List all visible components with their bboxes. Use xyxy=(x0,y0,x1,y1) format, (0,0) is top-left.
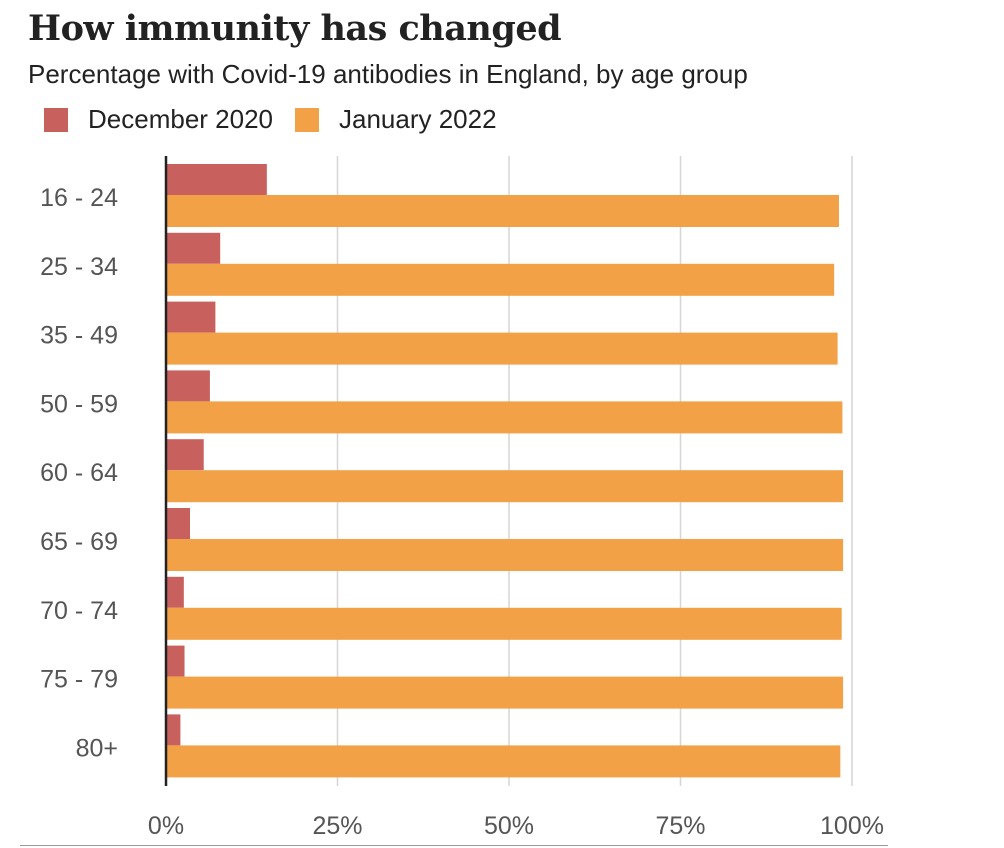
y-tick-label: 16 - 24 xyxy=(40,184,118,212)
bar-january-2022-1 xyxy=(166,263,835,296)
bar-january-2022-3 xyxy=(166,401,843,434)
bar-january-2022-8 xyxy=(166,745,841,778)
bar-january-2022-7 xyxy=(166,676,844,709)
legend-item-december-2020: December 2020 xyxy=(44,104,273,135)
y-tick-label: 60 - 64 xyxy=(40,459,118,487)
y-tick-label: 75 - 79 xyxy=(40,666,118,694)
chart-title: How immunity has changed xyxy=(28,8,562,49)
bar-december-2020-5 xyxy=(166,508,191,539)
bar-december-2020-1 xyxy=(166,232,221,264)
bar-december-2020-6 xyxy=(166,576,184,608)
bar-january-2022-5 xyxy=(166,539,844,571)
x-tick-label-50: 50% xyxy=(484,812,534,840)
x-tick-label-100: 100% xyxy=(820,812,884,840)
y-tick-label: 50 - 59 xyxy=(40,390,118,418)
y-tick-label: 70 - 74 xyxy=(40,597,118,625)
y-tick-label: 35 - 49 xyxy=(40,322,118,350)
legend-label-january-2022: January 2022 xyxy=(339,104,497,134)
bar-december-2020-4 xyxy=(166,439,204,471)
legend-item-january-2022: January 2022 xyxy=(295,104,497,135)
legend-label-december-2020: December 2020 xyxy=(88,104,273,134)
bars xyxy=(164,156,844,786)
y-tick-label: 25 - 34 xyxy=(40,253,118,281)
x-tick-label-75: 75% xyxy=(655,812,705,840)
y-tick-label: 80+ xyxy=(76,734,118,762)
bar-december-2020-7 xyxy=(166,645,185,677)
x-tick-label-25: 25% xyxy=(312,812,362,840)
bar-december-2020-0 xyxy=(166,164,267,195)
bar-january-2022-2 xyxy=(166,332,838,365)
x-tick-labels: 0% 25% 50% 75% 100% xyxy=(148,812,884,840)
bar-january-2022-6 xyxy=(166,607,842,640)
chart-legend: December 2020 January 2022 xyxy=(44,104,519,135)
bar-december-2020-2 xyxy=(166,301,216,333)
chart-subtitle: Percentage with Covid-19 antibodies in E… xyxy=(28,59,748,89)
bottom-rule xyxy=(20,845,888,846)
legend-swatch-january-2022 xyxy=(295,107,319,132)
bar-december-2020-3 xyxy=(166,370,210,402)
bar-december-2020-8 xyxy=(166,714,181,746)
bar-january-2022-0 xyxy=(166,195,839,227)
y-tick-label: 65 - 69 xyxy=(40,528,118,556)
legend-swatch-december-2020 xyxy=(44,107,68,132)
bar-january-2022-4 xyxy=(166,470,844,503)
x-tick-label-0: 0% xyxy=(148,812,184,840)
y-tick-labels: 16 - 24 25 - 34 35 - 49 50 - 59 60 - 64 65 - … xyxy=(40,184,118,762)
